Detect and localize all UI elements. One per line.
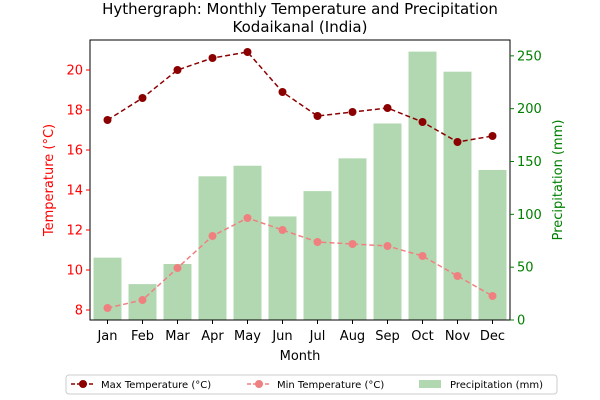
max-temp-point-feb <box>138 94 147 102</box>
legend-min-marker <box>255 380 263 388</box>
right-tick-label-250: 250 <box>517 49 542 64</box>
min-temp-point-jun <box>278 226 287 234</box>
left-tick-label-20: 20 <box>66 64 83 79</box>
min-temp-point-may <box>243 214 252 222</box>
x-tick-label-apr: Apr <box>201 329 224 344</box>
x-axis-label: Month <box>280 349 321 364</box>
max-temp-point-may <box>243 48 252 56</box>
x-tick-label-aug: Aug <box>340 329 365 344</box>
legend: Max Temperature (°C) Min Temperature (°C… <box>65 374 558 395</box>
right-axis-label: Precipitation (mm) <box>551 120 566 241</box>
legend-box <box>65 374 558 395</box>
left-tick-label-16: 16 <box>66 144 83 159</box>
precip-bar-nov <box>443 71 472 320</box>
precip-bar-apr <box>198 176 227 320</box>
precip-bar-mar <box>163 264 192 320</box>
x-tick-label-jan: Jan <box>96 329 117 344</box>
precip-bar-sep <box>373 123 402 320</box>
precip-bar-may <box>233 165 262 320</box>
x-tick-label-jul: Jul <box>309 329 326 344</box>
legend-precip-swatch <box>419 380 441 388</box>
x-tick-label-may: May <box>234 329 261 344</box>
left-tick-label-14: 14 <box>66 184 83 199</box>
max-temp-point-jun <box>278 88 287 96</box>
x-tick-label-feb: Feb <box>131 329 154 344</box>
x-tick-label-dec: Dec <box>480 329 505 344</box>
temperature-lines <box>103 48 497 312</box>
x-tick-label-mar: Mar <box>165 329 190 344</box>
max-temp-point-dec <box>488 132 497 140</box>
max-temp-point-jan <box>103 116 112 124</box>
right-tick-label-100: 100 <box>517 208 542 223</box>
plot-frame <box>89 39 511 321</box>
min-temp-point-feb <box>138 296 147 304</box>
max-temp-point-oct <box>418 118 427 126</box>
legend-precip-label: Precipitation (mm) <box>450 380 543 391</box>
min-temp-line <box>107 217 493 309</box>
legend-max-label: Max Temperature (°C) <box>101 380 211 391</box>
x-tick-label-sep: Sep <box>375 329 400 344</box>
max-temp-line <box>107 51 493 143</box>
max-temp-point-sep <box>383 104 392 112</box>
right-tick-label-0: 0 <box>517 314 525 329</box>
chart-title-line2: Kodaikanal (India) <box>233 18 368 36</box>
min-temp-point-mar <box>173 264 182 272</box>
precip-bar-jul <box>303 191 332 320</box>
max-temp-point-nov <box>453 138 462 146</box>
min-temp-point-apr <box>208 232 217 240</box>
right-tick-label-200: 200 <box>517 102 542 117</box>
min-temp-point-oct <box>418 252 427 260</box>
left-tick-label-18: 18 <box>66 104 83 119</box>
min-temp-point-sep <box>383 242 392 250</box>
precip-bar-oct <box>408 51 437 320</box>
left-tick-label-10: 10 <box>66 264 83 279</box>
right-tick-label-50: 50 <box>517 261 534 276</box>
min-temp-point-jul <box>313 238 322 246</box>
left-tick-label-12: 12 <box>66 224 83 239</box>
right-tick-label-150: 150 <box>517 155 542 170</box>
x-tick-label-jun: Jun <box>271 329 292 344</box>
left-tick-label-8: 8 <box>75 304 83 319</box>
min-temp-point-nov <box>453 272 462 280</box>
max-temp-point-apr <box>208 54 217 62</box>
x-tick-label-nov: Nov <box>445 329 471 344</box>
min-temp-point-aug <box>348 240 357 248</box>
min-temp-point-dec <box>488 292 497 300</box>
max-temp-point-jul <box>313 112 322 120</box>
precipitation-bars <box>93 51 507 320</box>
max-temp-point-aug <box>348 108 357 116</box>
legend-min-label: Min Temperature (°C) <box>277 380 384 391</box>
left-axis-label: Temperature (°C) <box>42 124 57 237</box>
x-tick-label-oct: Oct <box>411 329 433 344</box>
precip-bar-aug <box>338 158 367 320</box>
axes: Jan Feb Mar Apr May Jun Jul Aug Sep Oct Nov Dec 8 10 1… <box>66 39 542 344</box>
max-temp-point-mar <box>173 66 182 74</box>
chart-title-line1: Hythergraph: Monthly Temperature and Pre… <box>102 0 498 18</box>
legend-max-marker <box>79 380 87 388</box>
min-temp-point-jan <box>103 304 112 312</box>
